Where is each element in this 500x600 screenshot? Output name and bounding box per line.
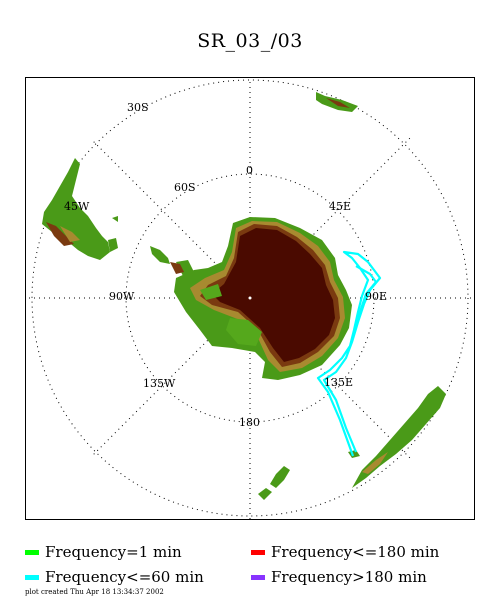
new-zealand — [258, 466, 290, 500]
legend-item-over180min: Frequency>180 min — [251, 569, 427, 585]
legend-item-1min: Frequency=1 min — [25, 544, 182, 560]
legend-swatch-1min — [25, 549, 39, 555]
ship-track — [316, 250, 382, 457]
map-frame — [25, 77, 475, 520]
lon-label-0: 0 — [246, 164, 253, 177]
plot-timestamp: plot created Thu Apr 18 13:34:37 2002 — [25, 588, 164, 596]
south-pole-point — [248, 296, 252, 300]
lon-label-90w: 90W — [109, 290, 135, 303]
lon-label-90e: 90E — [365, 290, 387, 303]
legend-swatch-over180min — [251, 574, 265, 580]
antarctica — [150, 217, 352, 380]
lon-label-45w: 45W — [64, 200, 90, 213]
latitude-circle-30s — [31, 79, 469, 517]
legend-swatch-60min — [25, 574, 39, 580]
lat-label-30s: 30S — [127, 101, 149, 114]
graticule-labels: 30S 60S 0 45E 90E 135E 180 135W 90W 45W — [64, 101, 387, 429]
lat-label-60s: 60S — [174, 181, 196, 194]
legend-label-over180min: Frequency>180 min — [271, 568, 427, 586]
lon-label-45e: 45E — [329, 200, 351, 213]
map-title: SR_03_/03 — [197, 30, 303, 52]
south-america — [42, 158, 118, 260]
legend-label-180min: Frequency<=180 min — [271, 543, 440, 561]
latitude-circle-60s — [125, 173, 375, 423]
lon-label-135w: 135W — [143, 377, 176, 390]
lon-label-180: 180 — [239, 416, 260, 429]
legend-label-1min: Frequency=1 min — [45, 543, 182, 561]
lon-label-135e: 135E — [324, 376, 353, 389]
australia — [348, 386, 446, 488]
meridian-lines — [26, 78, 474, 519]
legend-item-180min: Frequency<=180 min — [251, 544, 439, 560]
legend-item-60min: Frequency<=60 min — [25, 569, 204, 585]
legend-label-60min: Frequency<=60 min — [45, 568, 204, 586]
legend-swatch-180min — [251, 549, 265, 555]
